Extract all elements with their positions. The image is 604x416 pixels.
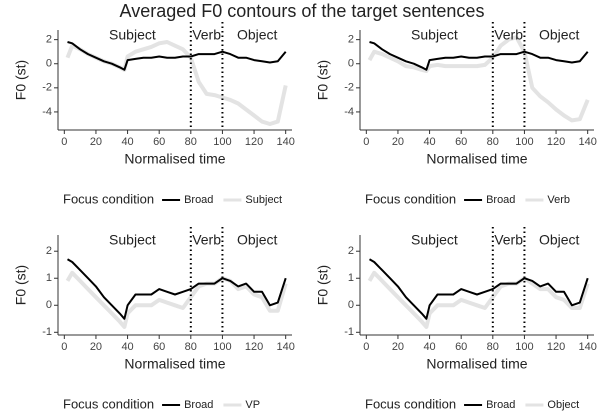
- x-tick-label: 120: [547, 341, 565, 353]
- series-line: [67, 41, 287, 71]
- y-tick-label: -1: [344, 326, 354, 338]
- legend-title: Focus condition: [365, 396, 456, 411]
- x-tick-label: 0: [363, 136, 369, 148]
- x-tick-label: 20: [90, 341, 102, 353]
- section-label: Subject: [109, 27, 156, 43]
- series-line: [65, 270, 288, 329]
- legend-title: Focus condition: [365, 191, 456, 206]
- legend-title: Focus condition: [63, 191, 154, 206]
- section-label: Object: [237, 27, 278, 43]
- legend-label: VP: [245, 399, 260, 411]
- x-tick-label: 140: [276, 136, 294, 148]
- series-line: [367, 35, 590, 123]
- section-label: Subject: [411, 27, 458, 43]
- y-tick-label: 0: [46, 299, 52, 311]
- y-tick-label: -4: [344, 106, 354, 118]
- legend-label: Subject: [245, 194, 282, 206]
- x-tick-label: 60: [455, 341, 467, 353]
- x-tick-label: 140: [578, 341, 596, 353]
- section-label: Verb: [494, 232, 523, 248]
- y-axis-label: F0 (st): [13, 265, 29, 305]
- section-label: Subject: [411, 232, 458, 248]
- x-tick-label: 120: [245, 136, 263, 148]
- x-tick-label: 20: [392, 341, 404, 353]
- x-tick-label: 100: [213, 341, 231, 353]
- series-line: [367, 270, 590, 329]
- y-axis-label: F0 (st): [315, 60, 331, 100]
- x-tick-label: 80: [185, 341, 197, 353]
- x-tick-label: 0: [363, 341, 369, 353]
- section-label: Verb: [494, 27, 523, 43]
- legend-label: Verb: [547, 194, 570, 206]
- section-label: Verb: [192, 232, 221, 248]
- x-tick-label: 100: [515, 136, 533, 148]
- section-label: Object: [539, 27, 580, 43]
- x-axis-label: Normalised time: [426, 356, 527, 372]
- x-tick-label: 140: [276, 341, 294, 353]
- series-layer: [367, 258, 590, 329]
- x-tick-label: 80: [487, 341, 499, 353]
- y-tick-label: 1: [348, 272, 354, 284]
- x-tick-label: 80: [185, 136, 197, 148]
- x-tick-label: 40: [423, 136, 435, 148]
- section-label: Object: [237, 232, 278, 248]
- x-tick-label: 40: [423, 341, 435, 353]
- x-tick-label: 20: [392, 136, 404, 148]
- x-tick-label: 40: [121, 341, 133, 353]
- x-tick-label: 120: [245, 341, 263, 353]
- series-line: [369, 41, 589, 71]
- series-line: [369, 258, 589, 320]
- y-tick-label: -2: [344, 82, 354, 94]
- x-tick-label: 120: [547, 136, 565, 148]
- x-axis-label: Normalised time: [124, 356, 225, 372]
- y-tick-label: 2: [348, 245, 354, 257]
- section-label: Subject: [109, 232, 156, 248]
- x-tick-label: 100: [213, 136, 231, 148]
- y-tick-label: -4: [42, 106, 52, 118]
- y-tick-label: 1: [46, 272, 52, 284]
- x-tick-label: 100: [515, 341, 533, 353]
- legend-label: Broad: [184, 194, 213, 206]
- x-tick-label: 20: [90, 136, 102, 148]
- y-tick-label: -1: [42, 326, 52, 338]
- series-layer: [65, 40, 288, 126]
- y-tick-label: 0: [348, 58, 354, 70]
- y-tick-label: 2: [348, 34, 354, 46]
- x-tick-label: 140: [578, 136, 596, 148]
- series-line: [65, 40, 288, 126]
- x-tick-label: 60: [153, 341, 165, 353]
- section-label: Object: [539, 232, 580, 248]
- y-tick-label: -2: [42, 82, 52, 94]
- x-tick-label: 40: [121, 136, 133, 148]
- legend-label: Broad: [184, 399, 213, 411]
- x-tick-label: 60: [153, 136, 165, 148]
- legend-label: Object: [547, 399, 579, 411]
- y-tick-label: 0: [46, 58, 52, 70]
- x-axis-label: Normalised time: [426, 151, 527, 167]
- x-tick-label: 0: [61, 341, 67, 353]
- legend-label: Broad: [486, 194, 515, 206]
- y-axis-label: F0 (st): [13, 60, 29, 100]
- series-line: [67, 258, 287, 320]
- series-layer: [65, 258, 288, 329]
- section-label: Verb: [192, 27, 221, 43]
- x-axis-label: Normalised time: [124, 151, 225, 167]
- y-axis-label: F0 (st): [315, 265, 331, 305]
- x-tick-label: 0: [61, 136, 67, 148]
- y-tick-label: 2: [46, 245, 52, 257]
- series-layer: [367, 35, 590, 123]
- legend-title: Focus condition: [63, 396, 154, 411]
- x-tick-label: 60: [455, 136, 467, 148]
- x-tick-label: 80: [487, 136, 499, 148]
- y-tick-label: 0: [348, 299, 354, 311]
- legend-label: Broad: [486, 399, 515, 411]
- figure-title: Averaged F0 contours of the target sente…: [120, 1, 485, 21]
- y-tick-label: 2: [46, 34, 52, 46]
